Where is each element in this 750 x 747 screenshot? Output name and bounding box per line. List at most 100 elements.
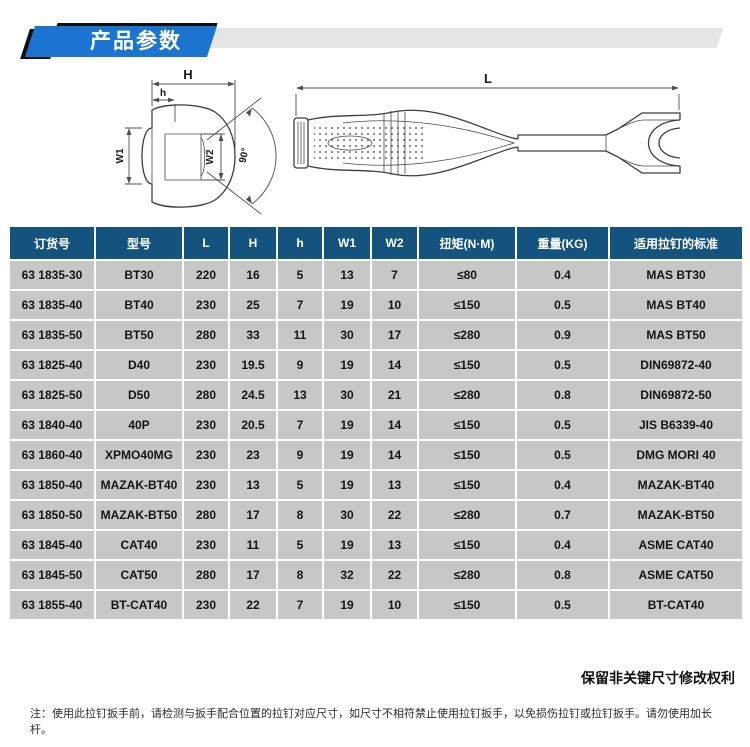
table-cell: 0.4 (517, 261, 608, 289)
usage-note: 注：使用此拉钉扳手前，请检测与扳手配合位置的拉钉对应尺寸，如尺寸不相符禁止使用拉… (30, 708, 712, 736)
table-cell: ≤150 (419, 471, 515, 499)
table-cell: MAS BT30 (610, 261, 742, 289)
table-row: 63 1835-30 BT30 220 16 5 13 7 ≤80 0.4 MAS BT30 (10, 261, 742, 289)
table-cell: ≤150 (419, 351, 515, 379)
table-cell: BT40 (96, 291, 182, 319)
table-cell: DIN69872-40 (610, 351, 742, 379)
column-header: H (230, 227, 276, 259)
table-cell: 63 1835-30 (10, 261, 94, 289)
table-cell: 19 (324, 531, 370, 559)
table-cell: 0.4 (517, 531, 608, 559)
dim-label-L: L (484, 71, 492, 86)
table-cell: 17 (230, 501, 276, 529)
table-cell: MAZAK-BT40 (610, 471, 742, 499)
table-cell: 230 (184, 531, 228, 559)
table-cell: 63 1835-50 (10, 321, 94, 349)
table-cell: ≤280 (419, 561, 515, 589)
table-cell: ≤150 (419, 411, 515, 439)
column-header: 重量(KG) (517, 227, 608, 259)
table-cell: 230 (184, 591, 228, 619)
table-cell: 13 (278, 381, 322, 409)
table-cell: 230 (184, 351, 228, 379)
column-header: W2 (372, 227, 417, 259)
table-row: 63 1850-40 MAZAK-BT40 230 13 5 19 13 ≤150 0.4 MAZ… (10, 471, 742, 499)
wrench-side-drawing: L (293, 71, 681, 177)
table-cell: ≤280 (419, 381, 515, 409)
table-cell: 19 (324, 471, 370, 499)
table-cell: 0.8 (517, 561, 608, 589)
table-cell: DMG MORI 40 (610, 441, 742, 469)
table-cell: MAZAK-BT40 (96, 471, 182, 499)
table-cell: 7 (372, 261, 417, 289)
table-cell: 7 (278, 291, 322, 319)
table-cell: 11 (278, 321, 322, 349)
table-cell: 19 (324, 351, 370, 379)
table-cell: 63 1850-50 (10, 501, 94, 529)
table-cell: 63 1850-40 (10, 471, 94, 499)
table-cell: ≤150 (419, 441, 515, 469)
table-cell: ≤150 (419, 531, 515, 559)
table-cell: 0.5 (517, 411, 608, 439)
table-cell: ASME CAT40 (610, 531, 742, 559)
table-cell: 13 (324, 261, 370, 289)
table-cell: BT-CAT40 (96, 591, 182, 619)
dim-label-W2: W2 (205, 149, 216, 164)
table-cell: 14 (372, 441, 417, 469)
table-cell: 19 (324, 291, 370, 319)
table-cell: 63 1825-40 (10, 351, 94, 379)
page-title: 产品参数 (90, 30, 182, 53)
table-cell: 0.5 (517, 351, 608, 379)
table-cell: 19 (324, 411, 370, 439)
table-cell: MAZAK-BT50 (610, 501, 742, 529)
table-row: 63 1855-40 BT-CAT40 230 22 7 19 10 ≤150 0.5 BT-CA… (10, 591, 742, 619)
table-cell: 14 (372, 411, 417, 439)
table-row: 63 1860-40 XPMO40MG 230 23 9 19 14 ≤150 0.5 DMG M… (10, 441, 742, 469)
dim-label-h: h (160, 88, 166, 99)
table-cell: 5 (278, 471, 322, 499)
table-cell: 63 1825-50 (10, 381, 94, 409)
table-cell: 25 (230, 291, 276, 319)
table-cell: 22 (372, 501, 417, 529)
table-cell: 10 (372, 291, 417, 319)
table-row: 63 1825-40 D40 230 19.5 9 19 14 ≤150 0.5 DIN69872… (10, 351, 742, 379)
dim-label-H: H (183, 67, 192, 82)
table-cell: 19 (324, 591, 370, 619)
table-cell: 0.5 (517, 591, 608, 619)
table-cell: 63 1840-40 (10, 411, 94, 439)
table-cell: 14 (372, 351, 417, 379)
table-cell: MAZAK-BT50 (96, 501, 182, 529)
table-cell: MAS BT40 (610, 291, 742, 319)
table-cell: JIS B6339-40 (610, 411, 742, 439)
table-cell: 0.4 (517, 471, 608, 499)
table-cell: 0.9 (517, 321, 608, 349)
table-cell: ≤80 (419, 261, 515, 289)
dim-label-angle: 90° (238, 147, 252, 164)
table-cell: ≤150 (419, 291, 515, 319)
column-header: W1 (324, 227, 370, 259)
table-cell: ASME CAT50 (610, 561, 742, 589)
table-cell: 11 (230, 531, 276, 559)
table-cell: 280 (184, 381, 228, 409)
table-cell: 19 (324, 441, 370, 469)
table-cell: 24.5 (230, 381, 276, 409)
dim-label-W1: W1 (115, 148, 126, 163)
table-cell: 30 (324, 381, 370, 409)
table-cell: CAT50 (96, 561, 182, 589)
table-cell: 230 (184, 291, 228, 319)
table-cell: 17 (372, 321, 417, 349)
table-cell: 63 1845-50 (10, 561, 94, 589)
table-cell: 19.5 (230, 351, 276, 379)
table-cell: 13 (372, 531, 417, 559)
table-cell: MAS BT50 (610, 321, 742, 349)
table-cell: 8 (278, 501, 322, 529)
table-cell: BT30 (96, 261, 182, 289)
column-header: 适用拉钉的标准 (610, 227, 742, 259)
table-cell: 13 (372, 471, 417, 499)
table-cell: 63 1860-40 (10, 441, 94, 469)
table-cell: 22 (230, 591, 276, 619)
table-cell: 7 (278, 411, 322, 439)
table-cell: CAT40 (96, 531, 182, 559)
head-profile-drawing: H h W1 W2 90° (115, 67, 277, 215)
table-cell: 22 (372, 561, 417, 589)
